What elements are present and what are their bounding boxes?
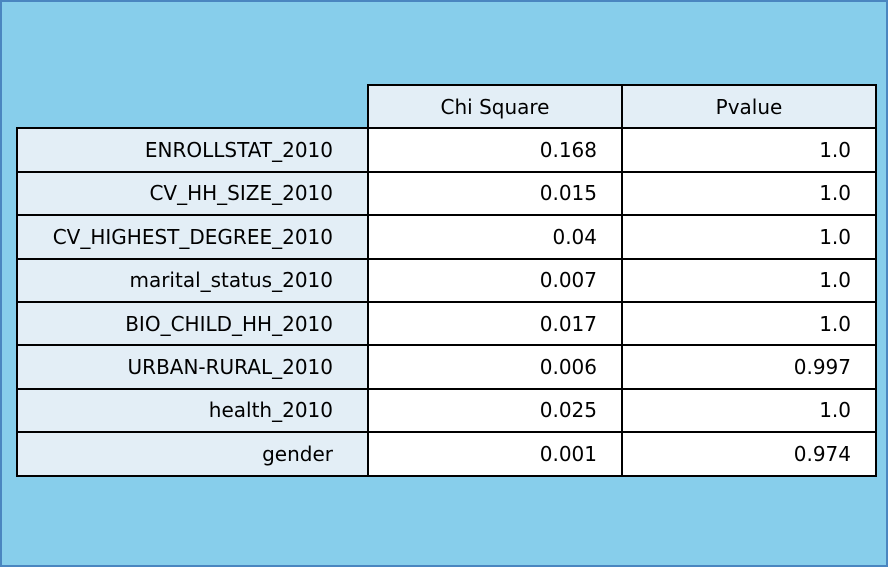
pvalue-value: 1.0 — [621, 300, 877, 347]
chi-square-value: 0.007 — [367, 257, 623, 303]
pvalue-value: 1.0 — [621, 170, 877, 217]
corner-cell — [17, 85, 368, 128]
row-label: BIO_CHILD_HH_2010 — [16, 300, 369, 347]
row-label: gender — [16, 431, 369, 477]
pvalue-value: 1.0 — [621, 214, 877, 260]
row-label: CV_HIGHEST_DEGREE_2010 — [16, 214, 369, 260]
chi-square-table: Chi Square Pvalue ENROLLSTAT_2010 0.168 … — [16, 83, 877, 477]
chi-square-value: 0.168 — [367, 127, 623, 173]
column-header-pvalue: Pvalue — [621, 83, 877, 130]
table-row: marital_status_2010 0.007 1.0 — [16, 257, 877, 303]
row-label: marital_status_2010 — [16, 257, 369, 303]
row-label: CV_HH_SIZE_2010 — [16, 170, 369, 217]
row-label: health_2010 — [16, 387, 369, 434]
row-label: URBAN-RURAL_2010 — [16, 344, 369, 390]
table-row: URBAN-RURAL_2010 0.006 0.997 — [16, 344, 877, 390]
chi-square-value: 0.006 — [367, 344, 623, 390]
chi-square-value: 0.001 — [367, 431, 623, 477]
pvalue-value: 0.974 — [621, 431, 877, 477]
table-row: health_2010 0.025 1.0 — [16, 387, 877, 434]
table-row: CV_HH_SIZE_2010 0.015 1.0 — [16, 170, 877, 217]
pvalue-value: 1.0 — [621, 127, 877, 173]
chi-square-value: 0.04 — [367, 214, 623, 260]
table-row: ENROLLSTAT_2010 0.168 1.0 — [16, 127, 877, 173]
chi-square-value: 0.015 — [367, 170, 623, 217]
pvalue-value: 0.997 — [621, 344, 877, 390]
column-header-chi-square: Chi Square — [367, 83, 623, 130]
table-row: CV_HIGHEST_DEGREE_2010 0.04 1.0 — [16, 214, 877, 260]
table-row: BIO_CHILD_HH_2010 0.017 1.0 — [16, 300, 877, 347]
chi-square-value: 0.017 — [367, 300, 623, 347]
table-row: gender 0.001 0.974 — [16, 431, 877, 477]
chi-square-value: 0.025 — [367, 387, 623, 434]
header-row: Chi Square Pvalue — [17, 83, 877, 130]
pvalue-value: 1.0 — [621, 257, 877, 303]
pvalue-value: 1.0 — [621, 387, 877, 434]
row-label: ENROLLSTAT_2010 — [16, 127, 369, 173]
